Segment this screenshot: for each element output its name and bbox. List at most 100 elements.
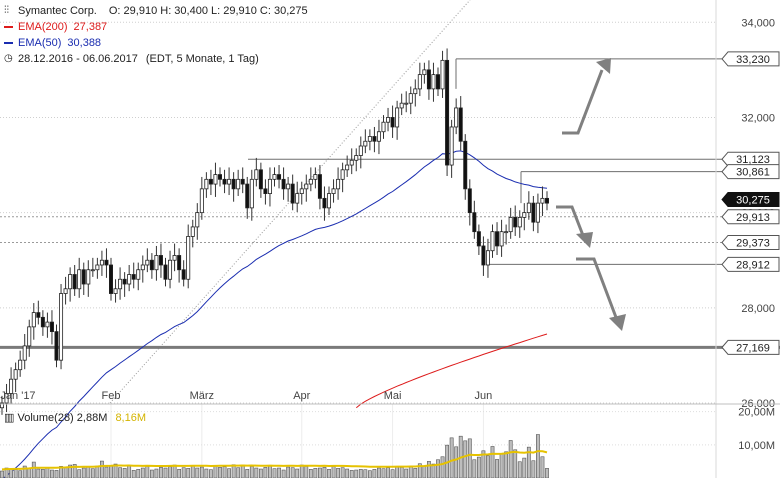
volume-bar: [168, 466, 172, 478]
date-range: 28.12.2016 - 06.06.2017: [18, 53, 138, 65]
volume-bar: [277, 467, 281, 478]
candle-body-up: [490, 231, 495, 252]
volume-bar: [454, 446, 459, 478]
candle: [245, 176, 250, 219]
candle-body-up: [417, 74, 422, 90]
candle-body-up: [136, 269, 141, 280]
candle-body-down: [426, 69, 431, 90]
volume-tick-label: 10,00M: [738, 440, 775, 452]
forecast-arrows: [556, 58, 626, 331]
candle-body-up: [517, 216, 522, 228]
volume-bar: [404, 468, 409, 478]
candle: [513, 205, 518, 236]
volume-bar: [231, 464, 236, 478]
candle-body-up: [199, 188, 204, 214]
candle: [286, 176, 291, 202]
candle: [386, 107, 391, 132]
price-tag-label: 29,373: [736, 237, 770, 249]
volume-bar: [63, 467, 68, 478]
candle-body-up: [440, 59, 445, 90]
candle: [140, 255, 145, 283]
price-tag-label: 33,230: [736, 54, 770, 66]
candle: [0, 395, 4, 415]
volume-bar: [322, 467, 327, 478]
candle-body-up: [13, 369, 18, 380]
volume-value: 2,88M: [76, 412, 108, 424]
volume-bar: [327, 469, 331, 478]
candle-body-up: [249, 178, 254, 209]
candle: [77, 257, 82, 298]
candle-body-up: [340, 169, 345, 180]
candle-body-down: [81, 269, 86, 285]
candle: [213, 162, 218, 197]
legend-ema50-row: EMA(50) 30,388: [4, 35, 308, 51]
candle: [154, 245, 159, 281]
candle: [395, 100, 400, 140]
candle: [81, 262, 86, 295]
price-tag-box: [721, 234, 780, 250]
candle-body-down: [277, 174, 282, 180]
candle: [454, 98, 459, 135]
price-tag: 31,123: [721, 151, 780, 167]
volume-bar: [536, 434, 540, 478]
candle: [376, 119, 381, 155]
candle: [240, 167, 245, 194]
arrow-up-head: [596, 58, 611, 74]
candle-body-up: [95, 264, 100, 271]
volume-bar: [109, 465, 113, 478]
volume-bar: [213, 465, 218, 478]
candle: [354, 148, 359, 172]
candle-body-down: [36, 312, 41, 318]
volume-bar: [504, 451, 509, 478]
candle: [181, 260, 186, 287]
volume-bar: [95, 465, 100, 478]
volume-bar: [295, 468, 300, 478]
price-tag-label: 30,275: [736, 195, 770, 207]
candle-body-up: [331, 188, 336, 195]
price-tag-box: [721, 51, 780, 67]
volume-bar: [286, 466, 291, 478]
candle: [195, 203, 200, 240]
volume-bar: [281, 469, 286, 478]
candle-body-down: [495, 231, 500, 247]
volume-bar: [27, 467, 32, 478]
price-tag: 29,373: [721, 234, 780, 250]
instrument-title: Symantec Corp.: [18, 5, 97, 17]
candle: [272, 167, 277, 187]
volume-bar: [358, 469, 363, 478]
volume-bar: [290, 467, 295, 478]
volume-bar: [499, 453, 504, 478]
candle-body-down: [240, 178, 245, 185]
candle: [485, 238, 490, 278]
legend-range-row: ◷ 28.12.2016 - 06.06.2017 (EDT, 5 Monate…: [4, 51, 308, 67]
volume-bar: [313, 468, 318, 478]
volume-bar: [249, 466, 254, 478]
candle: [435, 67, 440, 97]
volume-bar: [118, 467, 122, 478]
candle-body-up: [145, 259, 150, 266]
candle: [336, 167, 341, 200]
volume-bar: [522, 457, 527, 478]
candle: [68, 267, 73, 302]
candle: [313, 167, 318, 189]
candle: [63, 276, 68, 305]
volume-bar: [349, 470, 354, 478]
price-tag: 27,169: [721, 339, 780, 355]
candle: [13, 362, 18, 393]
candle-body-up: [308, 178, 313, 185]
volume-bar: [31, 461, 36, 478]
candle: [36, 300, 41, 325]
volume-bar: [181, 467, 186, 478]
candle: [18, 350, 23, 377]
volume-bar: [367, 470, 372, 478]
candle-body-up: [9, 378, 14, 394]
candle-body-down: [263, 188, 268, 195]
volume-bar: [140, 467, 145, 478]
candle: [249, 169, 254, 221]
volume-bar: [467, 438, 472, 478]
volume-bar: [36, 468, 41, 478]
candle-body-up: [63, 288, 68, 294]
candle-body-down: [131, 274, 136, 280]
price-tag: 33,230: [721, 51, 780, 67]
candle-body-down: [458, 107, 463, 142]
